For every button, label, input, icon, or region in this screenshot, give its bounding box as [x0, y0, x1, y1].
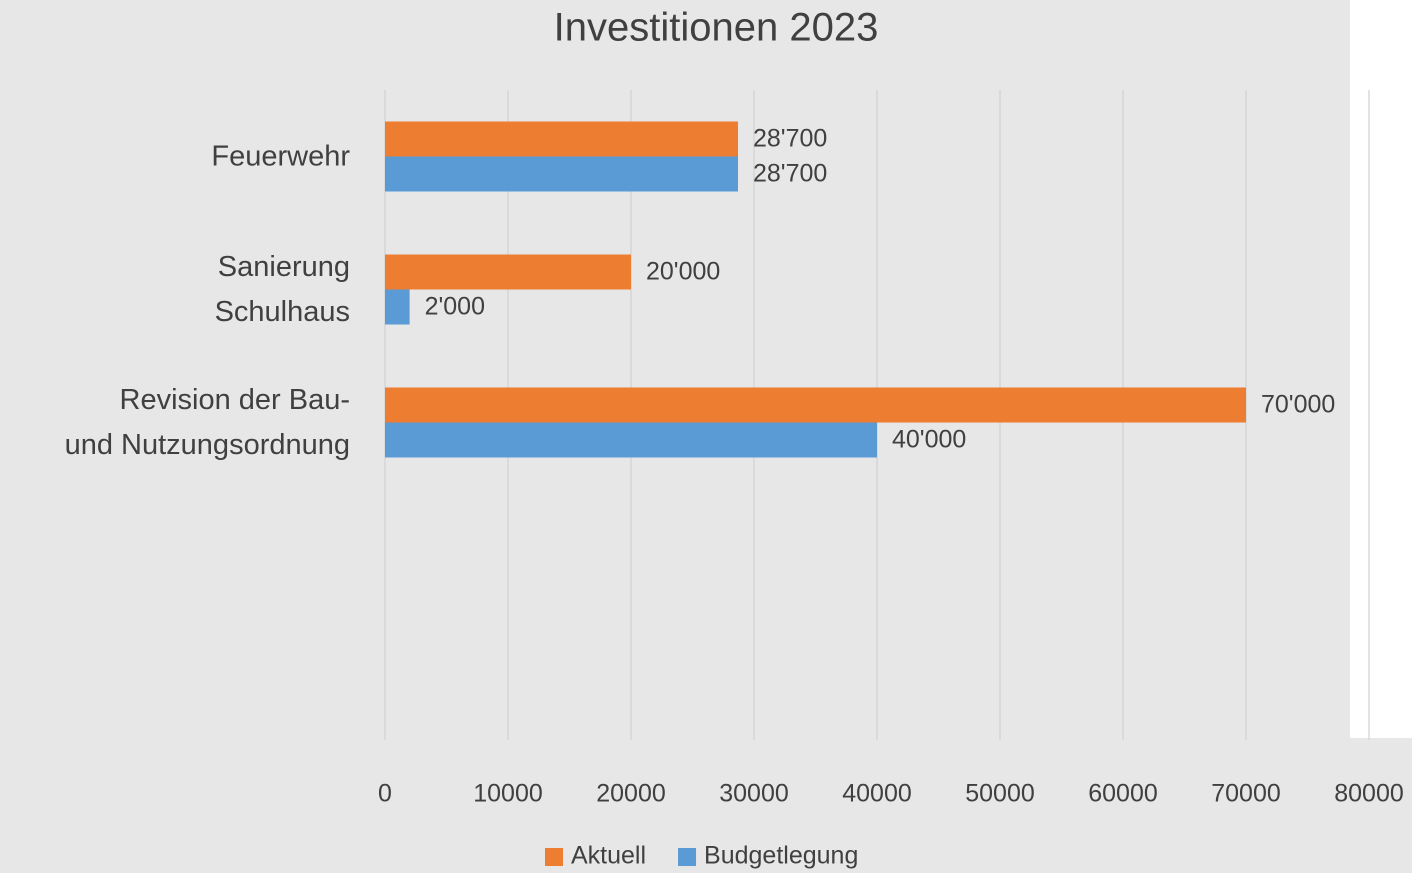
- data-label: 2'000: [425, 293, 485, 321]
- legend-label: Budgetlegung: [704, 842, 858, 870]
- x-tick-label: 20000: [596, 780, 666, 808]
- legend-swatch: [545, 848, 563, 866]
- bar: [385, 121, 739, 157]
- y-tick-label: Feuerwehr: [211, 140, 350, 172]
- bar: [385, 289, 410, 325]
- bar: [385, 156, 739, 192]
- chart-title: Investitionen 2023: [554, 6, 879, 50]
- y-tick-label: Revision der Bau- und Nutzungsordnung: [64, 383, 350, 461]
- x-tick-label: 60000: [1088, 780, 1158, 808]
- x-tick-label: 40000: [842, 780, 912, 808]
- legend-swatch: [678, 848, 697, 866]
- y-tick-label: Sanierung Schulhaus: [214, 250, 350, 328]
- data-label: 28'700: [753, 125, 827, 153]
- x-tick-label: 70000: [1211, 780, 1281, 808]
- x-tick-label: 30000: [719, 780, 789, 808]
- x-tick-label: 0: [378, 780, 392, 808]
- x-tick-label: 10000: [473, 780, 543, 808]
- x-tick-label: 50000: [965, 780, 1035, 808]
- bar: [385, 387, 1246, 423]
- data-label: 20'000: [646, 258, 720, 286]
- bar: [385, 254, 631, 290]
- legend-label: Aktuell: [571, 842, 646, 870]
- x-tick-label: 80000: [1334, 780, 1404, 808]
- bar: [385, 422, 877, 458]
- data-label: 28'700: [753, 160, 827, 188]
- data-label: 70'000: [1261, 391, 1335, 419]
- background-panel: [1350, 0, 1412, 738]
- data-label: 40'000: [892, 426, 966, 454]
